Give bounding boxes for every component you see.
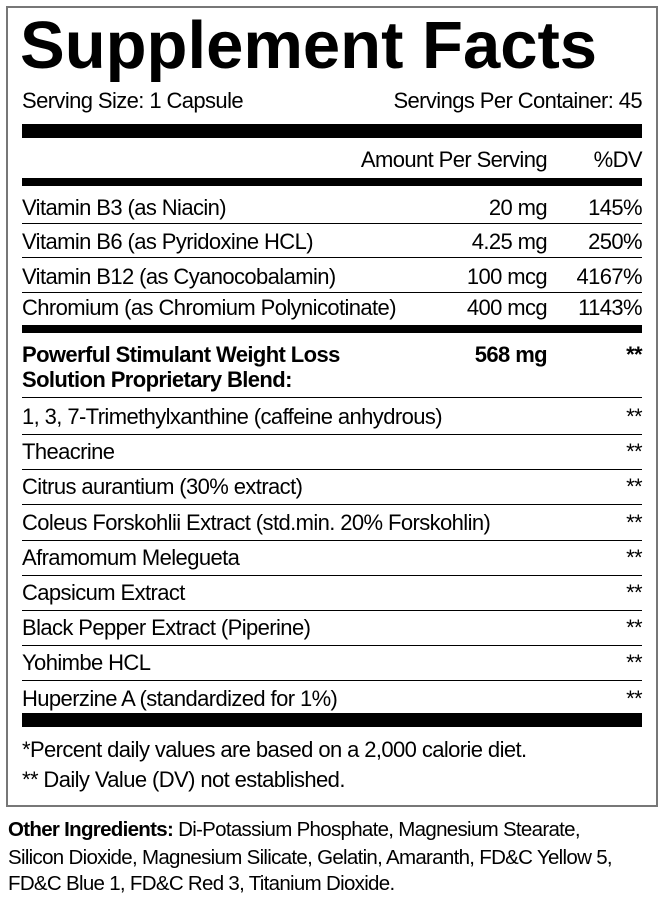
amount-header: Amount Per Serving	[360, 147, 548, 172]
row-divider	[22, 434, 642, 435]
row-divider	[22, 397, 642, 398]
ingredient-name: Huperzine A (standardized for 1%)	[22, 685, 338, 711]
ingredient-dv: **	[626, 685, 643, 711]
ingredient-name: Yohimbe HCL	[22, 650, 151, 676]
ingredient-name: Aframomum Melegueta	[22, 544, 240, 570]
ingredient-name: Theacrine	[22, 439, 115, 465]
row-divider	[22, 292, 642, 293]
ingredient-name: Coleus Forskohlii Extract (std.min. 20% …	[22, 509, 491, 535]
ingredient-name: Capsicum Extract	[22, 580, 185, 605]
supplement-facts-panel	[6, 6, 658, 807]
nutrient-name: Chromium (as Chromium Polynicotinate)	[22, 295, 397, 320]
row-divider	[22, 223, 642, 224]
nutrient-dv: 250%	[588, 229, 642, 254]
footnote-1: *Percent daily values are based on a 2,0…	[22, 737, 527, 762]
ingredient-dv: **	[626, 544, 643, 570]
divider-thick	[22, 124, 642, 138]
ingredient-dv: **	[626, 474, 643, 500]
blend-amount: 568 mg	[474, 342, 548, 367]
nutrient-dv: 145%	[588, 195, 642, 220]
ingredient-dv: **	[626, 615, 643, 641]
blend-name-line2: Solution Proprietary Blend:	[22, 367, 292, 392]
row-divider	[22, 504, 642, 506]
row-divider	[22, 469, 642, 471]
other-ingredients-label: Other Ingredients:	[8, 818, 174, 841]
blend-name-line1: Powerful Stimulant Weight Loss	[22, 342, 340, 367]
divider-medium	[22, 178, 642, 186]
ingredient-name: 1, 3, 7-Trimethylxanthine (caffeine anhy…	[22, 404, 443, 429]
row-divider	[22, 257, 642, 258]
nutrient-amount: 20 mg	[488, 195, 548, 220]
ingredient-name: Citrus aurantium (30% extract)	[22, 474, 303, 500]
serving-size: Serving Size: 1 Capsule	[22, 88, 244, 113]
nutrient-name: Vitamin B12 (as Cyanocobalamin)	[22, 264, 336, 289]
row-divider	[22, 574, 642, 576]
dv-header: %DV	[593, 147, 643, 172]
panel-title: Supplement Facts	[20, 8, 598, 83]
row-divider	[22, 539, 642, 541]
row-divider	[22, 680, 642, 682]
nutrient-amount: 4.25 mg	[471, 229, 548, 254]
nutrient-amount: 400 mcg	[466, 295, 548, 320]
row-divider	[22, 610, 642, 611]
servings-per-container: Servings Per Container: 45	[393, 88, 642, 113]
ingredient-dv: **	[626, 439, 643, 465]
ingredient-dv: **	[626, 580, 643, 605]
other-ingredients-line3: FD&C Blue 1, FD&C Red 3, Titanium Dioxid…	[8, 872, 395, 895]
footnote-2: ** Daily Value (DV) not established.	[22, 767, 345, 792]
nutrient-dv: 1143%	[578, 295, 642, 320]
other-ingredients-line1: Other Ingredients: Di-Potassium Phosphat…	[8, 817, 581, 843]
ingredient-dv: **	[626, 509, 643, 535]
blend-dv: **	[626, 342, 643, 367]
nutrient-dv: 4167%	[576, 264, 642, 289]
nutrient-name: Vitamin B3 (as Niacin)	[22, 195, 227, 220]
nutrient-name: Vitamin B6 (as Pyridoxine HCL)	[22, 229, 314, 254]
ingredient-name: Black Pepper Extract (Piperine)	[22, 615, 311, 641]
other-ingredients-text: Di-Potassium Phosphate, Magnesium Steara…	[173, 818, 580, 841]
nutrient-amount: 100 mcg	[466, 264, 548, 289]
row-divider	[22, 645, 642, 647]
other-ingredients-line2: Silicon Dioxide, Magnesium Silicate, Gel…	[8, 846, 613, 869]
ingredient-dv: **	[626, 650, 643, 676]
divider-medium	[22, 325, 642, 333]
ingredient-dv: **	[626, 404, 643, 429]
divider-thick	[22, 713, 642, 727]
